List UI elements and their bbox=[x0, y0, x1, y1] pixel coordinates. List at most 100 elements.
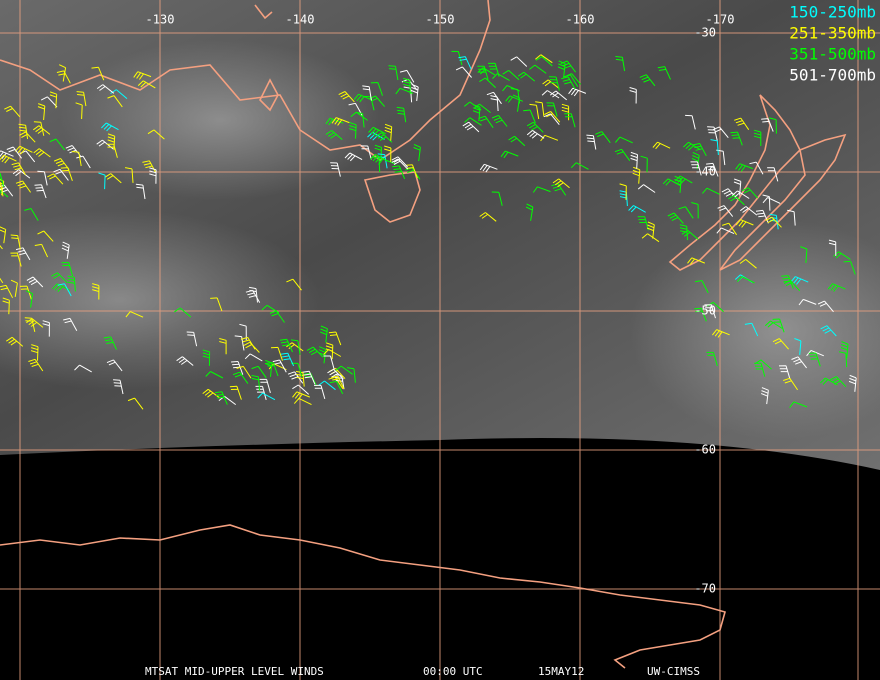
wind-barb bbox=[202, 388, 220, 399]
wind-barb bbox=[42, 320, 50, 337]
wind-barb bbox=[744, 322, 759, 337]
wind-barb bbox=[279, 338, 293, 353]
wind-barb bbox=[63, 317, 78, 331]
wind-barb bbox=[477, 65, 489, 80]
wind-barb bbox=[413, 144, 421, 162]
wind-barb bbox=[510, 88, 521, 104]
wind-barb bbox=[370, 82, 383, 96]
wind-barb bbox=[295, 370, 305, 387]
wind-barb bbox=[783, 377, 799, 391]
wind-barb bbox=[740, 206, 758, 216]
wind-barb bbox=[19, 285, 32, 300]
wind-barb bbox=[535, 54, 553, 64]
wind-barb bbox=[205, 371, 224, 379]
wind-barb bbox=[0, 172, 5, 187]
wind-barb bbox=[741, 187, 758, 199]
wind-barb bbox=[396, 106, 407, 123]
wind-barb bbox=[314, 384, 326, 400]
wind-barb bbox=[91, 66, 105, 81]
wind-barb bbox=[694, 307, 707, 322]
wind-barb bbox=[722, 222, 738, 236]
wind-barb bbox=[716, 149, 726, 166]
wind-barb bbox=[679, 224, 688, 241]
labels: -130 -140 -150 -160 -170-30 -40 -50 -60 -70 bbox=[146, 13, 735, 596]
wind-barb bbox=[706, 162, 719, 177]
wind-barb bbox=[749, 161, 764, 175]
wind-barb bbox=[674, 175, 682, 193]
wind-barb bbox=[619, 183, 627, 200]
wind-barb bbox=[127, 397, 144, 410]
wind-barb bbox=[232, 371, 249, 384]
wind-barb bbox=[692, 143, 707, 157]
wind-barb bbox=[535, 101, 545, 117]
wind-barb bbox=[98, 172, 106, 190]
wind-barb bbox=[10, 234, 21, 250]
wind-barb bbox=[338, 91, 355, 103]
wind-barb bbox=[18, 123, 29, 140]
footer-text: 00:00 UTC bbox=[423, 665, 483, 678]
wind-barb bbox=[526, 129, 545, 139]
wind-barb bbox=[61, 262, 74, 277]
wind-barb bbox=[103, 336, 117, 350]
wind-barb bbox=[523, 109, 536, 124]
wind-barb bbox=[525, 203, 534, 221]
longitude-label: -160 bbox=[566, 13, 595, 27]
wind-barb bbox=[500, 150, 519, 159]
wind-barb bbox=[280, 352, 295, 367]
wind-barb bbox=[367, 131, 385, 141]
wind-barb bbox=[214, 391, 228, 405]
footer-text: UW-CIMSS bbox=[647, 665, 700, 678]
wind-barb bbox=[840, 341, 849, 359]
wind-barb bbox=[344, 152, 363, 162]
wind-barb bbox=[735, 163, 753, 172]
wind-barb bbox=[266, 362, 279, 377]
wind-barb bbox=[174, 307, 192, 318]
coastlines bbox=[0, 0, 847, 669]
wind-barb bbox=[106, 359, 123, 372]
wind-barb bbox=[335, 365, 353, 375]
wind-barb bbox=[721, 188, 738, 200]
wind-barb bbox=[334, 374, 345, 390]
wind-barb bbox=[303, 372, 317, 387]
wind-barb bbox=[560, 60, 577, 73]
wind-barb bbox=[292, 384, 310, 395]
wind-barb bbox=[838, 351, 848, 368]
wind-barb bbox=[350, 111, 368, 121]
wind-barb bbox=[236, 365, 252, 379]
wind-barb bbox=[318, 380, 336, 391]
wind-barb bbox=[360, 145, 372, 160]
wind-barb bbox=[101, 122, 119, 132]
wind-barb bbox=[60, 167, 73, 181]
wind-barb bbox=[330, 162, 341, 177]
wind-barb bbox=[329, 380, 344, 395]
wind-barb bbox=[637, 216, 649, 231]
wind-barb bbox=[646, 221, 655, 239]
wind-barb bbox=[543, 113, 560, 126]
wind-barb bbox=[764, 320, 783, 329]
latitude-label: -50 bbox=[694, 304, 716, 318]
longitude-label: -140 bbox=[286, 13, 315, 27]
wind-barb bbox=[76, 91, 87, 107]
wind-barb bbox=[707, 126, 718, 141]
wind-barb bbox=[320, 325, 328, 343]
wind-barb bbox=[540, 134, 559, 142]
wind-barb bbox=[787, 209, 796, 226]
wind-barb bbox=[630, 151, 638, 169]
wind-barb bbox=[388, 65, 399, 81]
wind-barb bbox=[730, 131, 743, 146]
wind-barb bbox=[49, 91, 58, 109]
wind-barb bbox=[820, 325, 837, 337]
wind-barb bbox=[327, 368, 344, 380]
wind-barb bbox=[739, 258, 757, 269]
wind-barb bbox=[391, 158, 409, 170]
wind-barb bbox=[292, 391, 310, 400]
wind-barb bbox=[37, 103, 46, 121]
wind-barb bbox=[353, 93, 372, 103]
wind-barb bbox=[57, 283, 72, 297]
wind-barb bbox=[74, 364, 92, 373]
wind-barb bbox=[125, 311, 144, 318]
wind-barb bbox=[251, 365, 267, 379]
legend-entry: 501-700mb bbox=[789, 66, 876, 85]
wind-barb bbox=[10, 252, 22, 267]
